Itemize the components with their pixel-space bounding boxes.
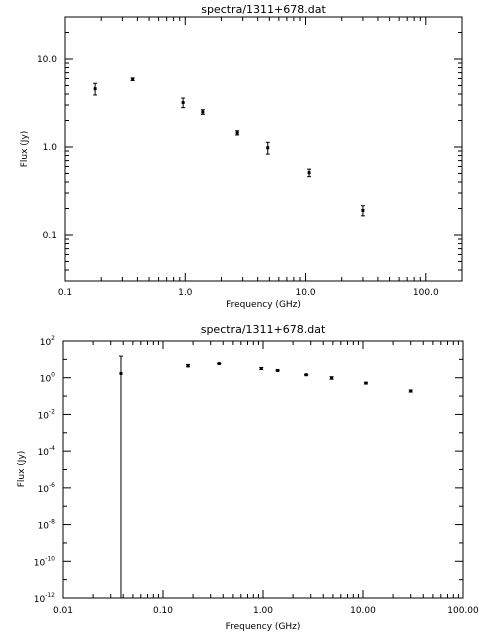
top-plot-title: spectra/1311+678.dat [201, 3, 326, 16]
data-point [361, 208, 365, 212]
top-plot-xlabel: Frequency (GHz) [226, 300, 301, 310]
top-plot-ticks: 0.1 1.0 10.0 100.0 0.1 1.0 10.0 [37, 17, 462, 298]
data-point [217, 362, 221, 366]
data-point [307, 171, 311, 175]
data-point [93, 87, 97, 91]
bottom-x-tick-label: 1.00 [253, 606, 273, 616]
bottom-plot-ticks: 0.01 0.10 1.00 10.00 100.00 10-12 10-10 10-8 10-… [34, 335, 479, 616]
top-plot: spectra/1311+678.dat Frequency (GHz) Flu… [20, 3, 463, 310]
data-point [201, 110, 205, 114]
data-point [181, 101, 185, 105]
data-point [330, 376, 334, 380]
bottom-y-tick-label: 10-8 [38, 519, 56, 532]
bottom-y-tick-label: 102 [40, 335, 55, 348]
top-plot-frame [64, 16, 463, 282]
bottom-plot-marks [118, 355, 413, 599]
bottom-plot-ylabel: Flux (Jy) [17, 451, 27, 488]
top-x-tick-label: 1.0 [178, 288, 193, 298]
data-point [364, 381, 368, 385]
top-x-tick-label: 100.0 [413, 288, 439, 298]
data-point [266, 146, 270, 150]
bottom-y-tick-label: 10-12 [34, 592, 55, 605]
data-point [186, 364, 190, 368]
bottom-x-tick-label: 0.10 [153, 606, 173, 616]
bottom-y-tick-label: 10-10 [34, 555, 55, 568]
bottom-x-tick-label: 100.00 [447, 606, 479, 616]
top-plot-ylabel: Flux (Jy) [20, 131, 30, 168]
data-point [276, 368, 280, 372]
data-point [304, 373, 308, 377]
bottom-plot-xlabel: Frequency (GHz) [226, 622, 301, 632]
bottom-y-tick-label: 10-4 [38, 445, 56, 458]
bottom-x-tick-label: 0.01 [53, 606, 73, 616]
data-point [131, 77, 135, 81]
top-y-tick-label: 1.0 [43, 143, 58, 153]
data-point [235, 131, 239, 135]
data-point [259, 366, 263, 370]
bottom-y-tick-label: 10-6 [38, 482, 56, 495]
data-point [409, 389, 413, 393]
bottom-y-tick-label: 100 [40, 372, 55, 385]
top-plot-marks [93, 77, 365, 217]
bottom-x-tick-label: 10.00 [350, 606, 376, 616]
bottom-y-tick-label: 10-2 [38, 408, 56, 421]
top-x-tick-label: 10.0 [296, 288, 316, 298]
top-y-tick-label: 10.0 [37, 55, 57, 65]
top-x-tick-label: 0.1 [58, 288, 72, 298]
bottom-plot-title: spectra/1311+678.dat [201, 323, 326, 336]
top-y-tick-label: 0.1 [43, 231, 57, 241]
data-point [119, 371, 123, 375]
bottom-plot: spectra/1311+678.dat Frequency (GHz) Flu… [17, 323, 479, 632]
bottom-plot-frame [62, 340, 464, 599]
